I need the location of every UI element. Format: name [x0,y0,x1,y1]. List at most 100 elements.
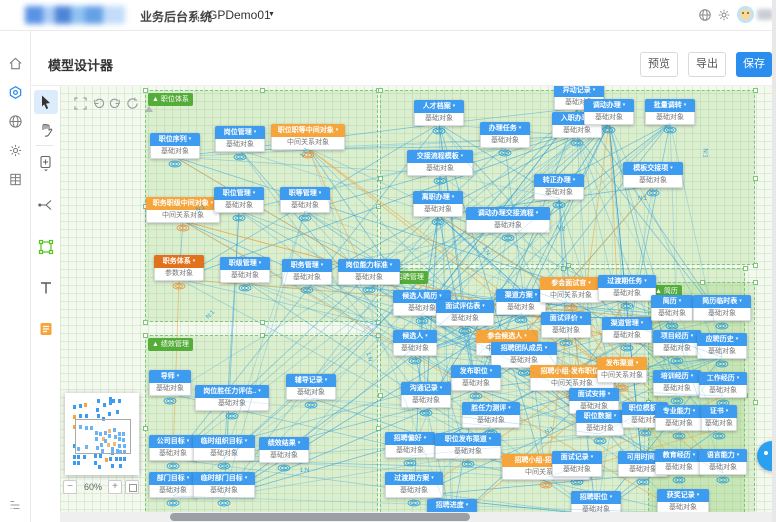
node-caret-icon[interactable]: ▾ [176,373,180,379]
node-caret-icon[interactable]: ▾ [670,165,673,171]
node-title[interactable]: 发布渠道 ▾ [597,357,647,370]
model-node[interactable]: 职级管理 ▾ 基础对象 [220,257,270,283]
node-title[interactable]: 交接流程模板 ▾ [407,150,473,163]
model-node[interactable]: 过渡期任务 ▾ 基础对象 [598,275,656,301]
horizontal-scrollbar[interactable] [60,512,772,522]
node-title[interactable]: 获奖记录 ▾ [657,489,709,502]
node-caret-icon[interactable]: ▾ [692,408,696,414]
node-caret-icon[interactable]: ▾ [389,262,393,268]
node-title[interactable]: 职位数据 ▾ [576,410,624,423]
sidebar-item-model-designer[interactable] [8,85,23,100]
node-title[interactable]: 简历 ▾ [651,295,693,308]
node-title[interactable]: 工作经历 ▾ [699,372,747,385]
node-title[interactable]: 调动办理 ▾ [584,99,634,112]
node-title[interactable]: 临时部门目标 ▾ [193,472,255,485]
export-button[interactable]: 导出 [688,52,726,77]
node-title[interactable]: 职务体系 ▾ [154,255,204,268]
project-selector[interactable]: GPDemo01 [208,8,271,22]
node-title[interactable]: 调动办理交接流程 ▾ [466,207,550,220]
sidebar-item-settings[interactable] [8,143,23,158]
node-caret-icon[interactable]: ▾ [186,475,190,481]
scrollbar-thumb[interactable] [170,513,470,521]
node-caret-icon[interactable]: ▾ [508,405,511,411]
node-title[interactable]: 职级管理 ▾ [220,257,270,270]
model-node[interactable]: 发布职位 ▾ 基础对象 [451,365,501,391]
region-resize-handle[interactable] [753,280,758,285]
list-panel-tool[interactable] [34,317,58,341]
model-node[interactable]: 办理任务 ▾ 基础对象 [480,122,530,148]
zoom-in-button[interactable]: + [108,480,122,494]
node-caret-icon[interactable]: ▾ [423,435,427,441]
language-globe-icon[interactable] [698,8,712,22]
node-caret-icon[interactable]: ▾ [739,298,742,304]
region-resize-handle[interactable] [378,393,383,398]
node-title[interactable]: 岗位管理 ▾ [215,126,265,139]
model-node[interactable]: 批量调转 ▾ 基础对象 [645,99,695,125]
node-title[interactable]: 参会面试官 ▾ [540,277,602,290]
sidebar-item-globe[interactable] [8,114,23,129]
node-title[interactable]: 简历临时表 ▾ [693,295,751,308]
sidebar-item-home[interactable] [8,56,23,71]
node-caret-icon[interactable]: ▾ [258,388,261,394]
node-caret-icon[interactable]: ▾ [425,333,428,339]
model-node[interactable]: 职位发布渠道 ▾ 基础对象 [435,433,501,459]
node-title[interactable]: 面试安排 ▾ [569,388,619,401]
add-node-tool[interactable] [34,151,58,175]
region-resize-handle[interactable] [378,88,383,93]
settings-gear-icon[interactable] [717,8,731,22]
redo-icon[interactable] [109,97,122,110]
model-node[interactable]: 岗位能力标准 ▾ 基础对象 [338,259,400,285]
model-node[interactable]: 职位数据 ▾ 基础对象 [576,410,624,436]
node-caret-icon[interactable]: ▾ [725,408,729,414]
node-caret-icon[interactable]: ▾ [572,177,576,183]
node-caret-icon[interactable]: ▾ [678,298,682,304]
node-title[interactable]: 批量调转 ▾ [645,99,695,112]
node-caret-icon[interactable]: ▾ [252,190,256,196]
model-node[interactable]: 职务职级中间对象 ▾ 中间关系对象 [146,197,220,223]
group-region-tool[interactable] [34,235,58,259]
node-caret-icon[interactable]: ▾ [318,190,322,196]
node-caret-icon[interactable]: ▾ [683,102,687,108]
region-resize-handle[interactable] [259,88,265,93]
model-node[interactable]: 岗位管理 ▾ 基础对象 [215,126,265,152]
model-node[interactable]: 候选人 ▾ 基础对象 [393,330,437,356]
node-caret-icon[interactable]: ▾ [244,438,248,444]
model-node[interactable]: 导师 ▾ 基础对象 [149,370,191,396]
node-title[interactable]: 过渡期方案 ▾ [385,472,443,485]
node-caret-icon[interactable]: ▾ [534,292,538,298]
node-title[interactable]: 岗位胜任力评估.. ▾ [195,385,269,398]
model-node[interactable]: 专业能力 ▾ 基础对象 [655,405,703,431]
text-tool[interactable] [34,276,58,300]
model-node[interactable]: 公司目标 ▾ 基础对象 [149,435,197,461]
group-label[interactable]: ▲ 职位体系 [148,93,193,106]
node-caret-icon[interactable]: ▾ [297,440,301,446]
node-title[interactable]: 临时组织目标 ▾ [193,435,255,448]
model-node[interactable]: 工作经历 ▾ 基础对象 [699,372,747,398]
node-caret-icon[interactable]: ▾ [588,280,591,286]
model-node[interactable]: 职务体系 ▾ 参数对象 [154,255,204,281]
model-node[interactable]: 胜任力测评 ▾ 基础对象 [462,402,520,428]
node-caret-icon[interactable]: ▾ [736,375,740,381]
node-caret-icon[interactable]: ▾ [188,136,192,142]
region-resize-handle[interactable] [560,266,566,271]
model-node[interactable]: 岗位胜任力评估.. ▾ 基础对象 [195,385,269,411]
region-resize-handle[interactable] [259,320,265,325]
model-node[interactable]: 招聘团队成员 ▾ 基础对象 [491,342,557,368]
node-title[interactable]: 候选人简历 ▾ [393,290,451,303]
node-caret-icon[interactable]: ▾ [535,210,539,216]
node-title[interactable]: 过渡期任务 ▾ [598,275,656,288]
node-caret-icon[interactable]: ▾ [210,200,214,206]
node-caret-icon[interactable]: ▾ [613,413,617,419]
node-title[interactable]: 职位序列 ▾ [150,133,200,146]
node-title[interactable]: 人才档案 ▾ [414,100,464,113]
node-caret-icon[interactable]: ▾ [696,492,700,498]
node-title[interactable]: 教育经历 ▾ [655,449,703,462]
minimap-viewport[interactable] [75,419,131,454]
connector-tool[interactable] [34,193,58,217]
node-title[interactable]: 部门目标 ▾ [149,472,197,485]
minimap[interactable] [65,393,139,475]
node-caret-icon[interactable]: ▾ [258,260,262,266]
node-caret-icon[interactable]: ▾ [460,153,464,159]
collapse-outline-icon[interactable] [8,498,22,512]
model-node[interactable]: 项目经历 ▾ 基础对象 [653,330,701,356]
